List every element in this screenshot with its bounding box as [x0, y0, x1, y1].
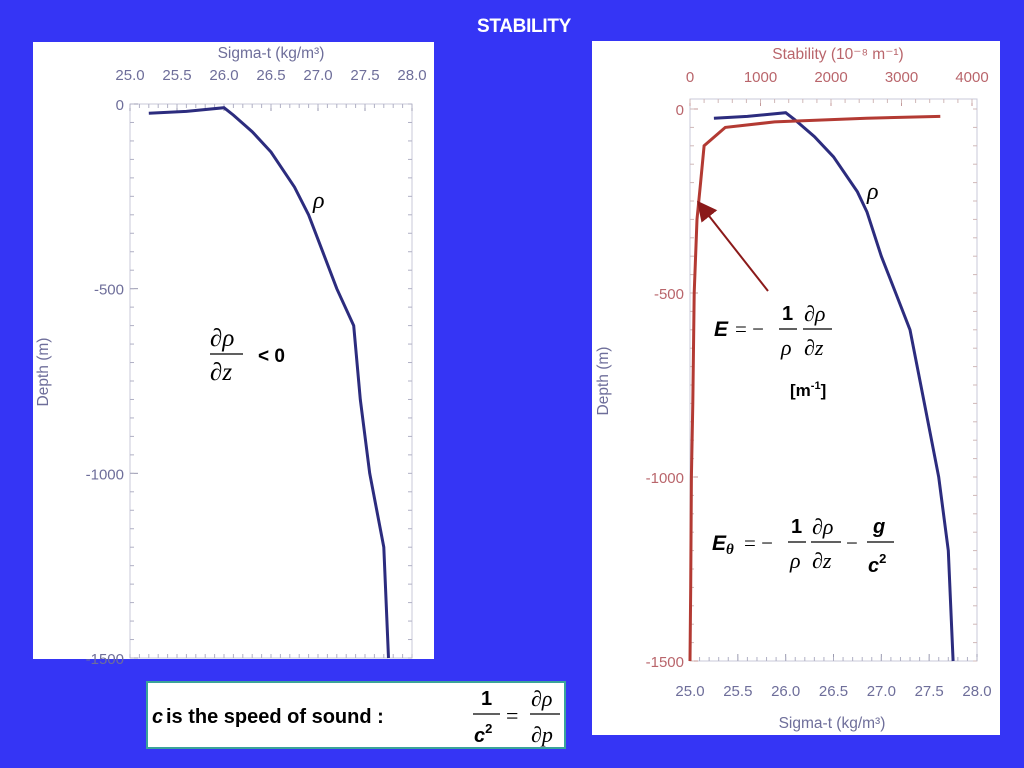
sound-c-label: c	[152, 706, 163, 728]
right-depth-tick-label: -500	[654, 286, 684, 303]
eq-etheta-num1: 1	[791, 516, 802, 538]
eq-etheta-num3: g	[872, 516, 885, 538]
eq-e-equals: = −	[735, 317, 764, 341]
right-density-points	[713, 112, 954, 662]
right-stability-axis-title: Stability (10⁻⁸ m⁻¹)	[772, 46, 903, 63]
right-density-profile-line	[713, 111, 955, 662]
eq-e-den2: ∂z	[804, 335, 824, 360]
left-gradient-denominator: ∂z	[210, 359, 232, 386]
left-gradient-numerator: ∂ρ	[210, 325, 234, 352]
sound-den2: ∂p	[531, 722, 553, 747]
left-depth-tick-label: 0	[116, 97, 124, 114]
eq-e-lhs: E	[714, 318, 729, 341]
right-depth-axis-title: Depth (m)	[595, 347, 612, 416]
right-sigma-tick-label: 26.5	[819, 683, 848, 700]
right-stability-axis-ticks: 0 1000 2000 3000 4000	[686, 69, 989, 106]
right-minor-ticks	[689, 99, 978, 662]
sound-equals: =	[506, 703, 518, 728]
right-chart-svg: 0 1000 2000 3000 4000 25.0 25.5 26.0 26.5 27.0 27…	[595, 46, 992, 732]
left-sigma-tick-label: 27.0	[303, 67, 332, 84]
stability-pointer-arrow	[697, 200, 769, 292]
left-density-profile-line	[148, 106, 390, 659]
left-sigma-tick-label: 25.5	[162, 67, 191, 84]
eq-e-den1: ρ	[780, 335, 792, 360]
left-minor-ticks	[129, 103, 413, 659]
right-sigma-tick-label: 27.5	[915, 683, 944, 700]
left-plot-frame	[129, 103, 413, 659]
left-depth-axis-ticks: 0 -500 -1000 -1500	[86, 97, 138, 668]
right-plot-frame	[689, 98, 978, 662]
left-chart-panel: 25.0 25.5 26.0 26.5 27.0 27.5 28.0 0 -500 -1000 -…	[33, 42, 434, 668]
eq-etheta-equals: = −	[744, 531, 773, 555]
left-depth-tick-label: -500	[94, 282, 124, 299]
right-sigma-axis-ticks: 25.0 25.5 26.0 26.5 27.0 27.5 28.0	[675, 654, 992, 700]
right-stability-tick-label: 0	[686, 69, 694, 86]
right-sigma-tick-label: 25.0	[675, 683, 704, 700]
left-depth-tick-label: -1000	[86, 466, 124, 483]
eq-etheta-num2: ∂ρ	[812, 514, 833, 539]
right-sigma-tick-label: 28.0	[962, 683, 991, 700]
right-sigma-tick-label: 26.0	[771, 683, 800, 700]
right-depth-tick-label: 0	[676, 102, 684, 119]
eq-etheta-den1: ρ	[789, 548, 801, 573]
sound-num1: 1	[481, 688, 492, 710]
left-gradient-relation: < 0	[258, 346, 285, 367]
right-sigma-tick-label: 25.5	[723, 683, 752, 700]
left-density-points	[148, 107, 389, 659]
equation-E: E = − 1 ρ ∂ρ ∂z [m-1]	[714, 301, 832, 400]
right-sigma-tick-label: 27.0	[867, 683, 896, 700]
right-stability-points	[689, 116, 941, 662]
left-sigma-tick-label: 28.0	[397, 67, 426, 84]
left-sigma-axis-title: Sigma-t (kg/m³)	[218, 45, 325, 62]
left-sigma-tick-label: 26.0	[209, 67, 238, 84]
eq-e-num1: 1	[782, 303, 793, 325]
left-sigma-tick-label: 25.0	[115, 67, 144, 84]
right-stability-tick-label: 2000	[814, 69, 847, 86]
left-depth-tick-label: -1500	[86, 651, 124, 668]
eq-etheta-den3: c2	[868, 551, 886, 577]
right-sigma-axis-title: Sigma-t (kg/m³)	[779, 715, 886, 732]
sound-speed-box: c is the speed of sound : 1 c2 = ∂ρ ∂p	[146, 681, 566, 749]
eq-etheta-den2: ∂z	[812, 548, 832, 573]
left-sigma-tick-label: 26.5	[256, 67, 285, 84]
right-stability-tick-label: 3000	[885, 69, 918, 86]
eq-etheta-minus: −	[846, 531, 858, 555]
left-depth-axis-title: Depth (m)	[35, 338, 52, 407]
sound-den1: c2	[474, 721, 492, 747]
left-rho-label: ρ	[312, 188, 325, 214]
slide-title: STABILITY	[476, 16, 572, 37]
right-stability-tick-label: 4000	[955, 69, 988, 86]
eq-e-units: [m-1]	[790, 380, 826, 400]
sound-speed-svg: c is the speed of sound : 1 c2 = ∂ρ ∂p	[152, 686, 560, 747]
right-rho-label: ρ	[866, 179, 879, 205]
left-sigma-tick-label: 27.5	[350, 67, 379, 84]
left-chart-svg: 25.0 25.5 26.0 26.5 27.0 27.5 28.0 0 -500 -1000 -…	[35, 45, 427, 668]
right-depth-tick-label: -1000	[646, 470, 684, 487]
sound-text: is the speed of sound :	[166, 706, 384, 728]
eq-e-num2: ∂ρ	[804, 301, 825, 326]
eq-etheta-lhs: Eθ	[712, 532, 734, 558]
right-stability-tick-label: 1000	[744, 69, 777, 86]
sound-num2: ∂ρ	[531, 686, 552, 711]
right-chart-panel: 0 1000 2000 3000 4000 25.0 25.5 26.0 26.5 27.0 27…	[592, 41, 1000, 735]
right-depth-tick-label: -1500	[646, 654, 684, 671]
equation-E-theta: Eθ = − 1 ρ ∂ρ ∂z − g c2	[712, 514, 894, 577]
